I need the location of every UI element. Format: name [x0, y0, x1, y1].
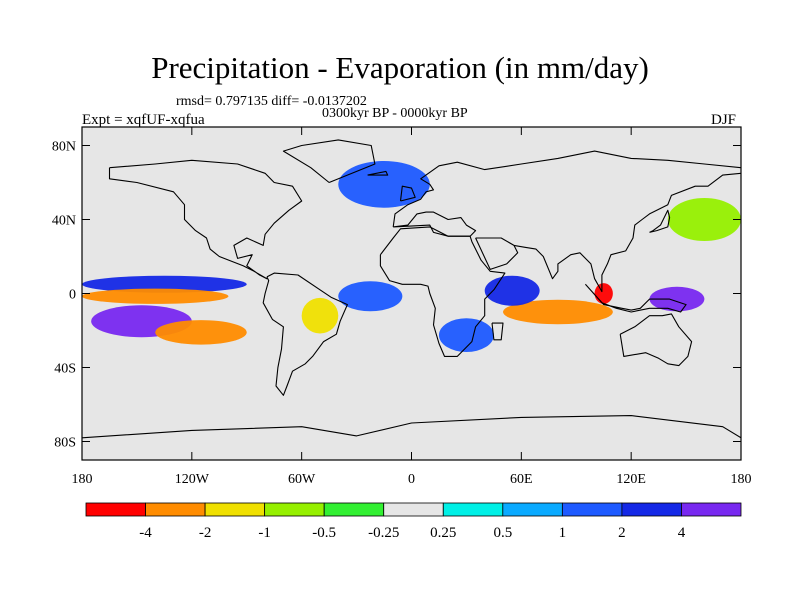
- colorbar-swatch: [621, 502, 682, 517]
- anomaly-region-1: [82, 288, 229, 304]
- coastline-5: [379, 226, 506, 357]
- coastline-12: [399, 185, 416, 202]
- anomaly-region-12: [438, 318, 494, 352]
- colorbar-label: -2: [199, 525, 212, 541]
- period-text: 0300kyr BP - 0000kyr BP: [322, 106, 468, 121]
- x-tick-label: 180: [72, 472, 93, 487]
- x-tick-label: 120E: [616, 472, 646, 487]
- y-tick-label: 80N: [52, 140, 76, 155]
- y-tick-label: 40N: [52, 214, 76, 229]
- coastline-11: [649, 209, 671, 233]
- coastline-8: [513, 172, 741, 293]
- coastline-0: [108, 159, 303, 280]
- anomaly-region-10: [338, 161, 430, 208]
- colorbar-label: 2: [618, 525, 626, 541]
- x-tick-label: 180: [731, 472, 752, 487]
- colorbar-swatch: [145, 502, 206, 517]
- colorbar-swatch: [681, 502, 742, 517]
- experiment-label: Expt = xqfUF-xqfua: [82, 112, 205, 128]
- colorbar-swatch: [442, 502, 504, 517]
- colorbar-swatch: [85, 502, 146, 517]
- coastline-13: [367, 170, 389, 176]
- coastline-1: [262, 272, 348, 396]
- colorbar-swatch: [264, 502, 325, 517]
- chart-title: Precipitation - Evaporation (in mm/day): [151, 50, 649, 85]
- coastline-7: [475, 237, 519, 270]
- coastline-10: [584, 283, 687, 313]
- colorbar-label: 1: [559, 525, 567, 541]
- stats-text: rmsd= 0.797135 diff= -0.0137202: [176, 94, 367, 109]
- coastline-9: [619, 313, 693, 367]
- anomaly-region-6: [503, 299, 613, 325]
- coastline-3: [392, 150, 741, 227]
- anomaly-region-3: [155, 320, 247, 345]
- colorbar-swatch: [502, 502, 563, 517]
- anomaly-region-5: [338, 281, 403, 312]
- colorbar-label: -0.5: [312, 525, 336, 541]
- y-tick-label: 80S: [54, 436, 76, 451]
- y-tick-label: 40S: [54, 362, 76, 377]
- coastline-2: [282, 139, 376, 184]
- anomaly-region-0: [82, 275, 247, 293]
- colorbar: -4 -2 -1 -0.5 -0.25 0.25 0.5 1 2 4: [85, 502, 742, 541]
- colorbar-label: -1: [258, 525, 271, 541]
- season-label: DJF: [711, 112, 737, 128]
- coastlines: [82, 139, 741, 439]
- colorbar-swatch: [204, 502, 266, 517]
- coastline-4: [393, 211, 477, 237]
- x-tick-label: 0: [408, 472, 415, 487]
- x-tick-label: 60E: [510, 472, 533, 487]
- anomaly-region-9: [649, 286, 705, 312]
- colorbar-label: 0.25: [430, 525, 456, 541]
- x-tick-label: 120W: [175, 472, 210, 487]
- coastline-6: [491, 322, 504, 341]
- colorbar-swatch: [561, 502, 623, 517]
- axes: 180 120W 60W 0 60E 120E 180 80N 40N 0 40S 80S: [52, 127, 752, 487]
- colorbar-swatch: [383, 502, 444, 517]
- anomaly-region-8: [594, 283, 613, 304]
- x-tick-label: 60W: [288, 472, 316, 487]
- coastline-14: [82, 415, 741, 439]
- colorbar-label: -0.25: [368, 525, 399, 541]
- colorbar-label: -4: [139, 525, 152, 541]
- colorbar-label: 0.5: [493, 525, 512, 541]
- anomaly-region-11: [667, 198, 741, 241]
- anomaly-fields: [82, 161, 741, 352]
- colorbar-swatch: [323, 502, 385, 517]
- y-tick-label: 0: [69, 288, 76, 303]
- anomaly-region-4: [301, 297, 339, 334]
- colorbar-label: 4: [678, 525, 686, 541]
